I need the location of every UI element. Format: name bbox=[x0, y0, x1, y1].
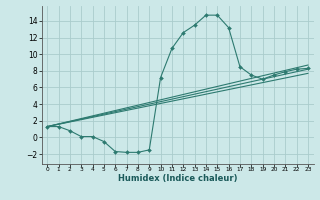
X-axis label: Humidex (Indice chaleur): Humidex (Indice chaleur) bbox=[118, 174, 237, 183]
